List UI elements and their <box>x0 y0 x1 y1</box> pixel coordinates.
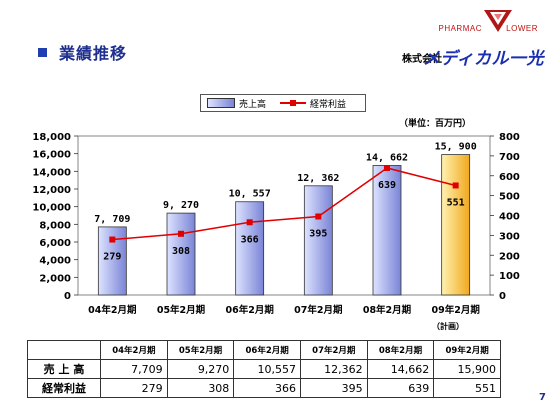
x-axis-tick-label: 06年2月期 <box>225 304 273 316</box>
bar-series: 7, 709 9, 270 10, 557 12, 362 14, 662 15, 900 <box>94 142 477 296</box>
right-axis-tick-label: 700 <box>499 152 520 163</box>
legend-label-profit: 経常利益 <box>310 99 347 110</box>
title-block: 業績推移 <box>38 40 127 64</box>
profit-point-label: 639 <box>378 180 396 191</box>
table-cell: 14,662 <box>366 359 435 379</box>
sales-bar-label: 12, 362 <box>297 173 339 184</box>
profit-point-label: 395 <box>309 228 327 239</box>
table-cell: 12,362 <box>299 359 368 379</box>
left-axis-tick-label: 14,000 <box>32 167 71 178</box>
right-axis-tick-label: 200 <box>499 251 520 262</box>
sales-bar <box>166 212 196 296</box>
table-cell: 279 <box>100 378 168 398</box>
left-axis-tick-label: 12,000 <box>32 185 71 196</box>
table-cell: 639 <box>366 378 435 398</box>
profit-point-label: 279 <box>103 252 121 263</box>
table-cell: 395 <box>299 378 368 398</box>
profit-point-label: 366 <box>241 234 259 245</box>
left-axis-tick-label: 2,000 <box>39 273 71 284</box>
table-cell: 308 <box>166 378 235 398</box>
legend-item-sales: 売上高 <box>207 97 266 110</box>
left-axis-tick-label: 4,000 <box>39 256 71 267</box>
logo-text-lower: LOWER <box>506 24 538 33</box>
left-axis-tick-label: 6,000 <box>39 238 71 249</box>
profit-point-label: 308 <box>172 246 190 257</box>
left-axis-tick-label: 18,000 <box>32 132 71 143</box>
sales-bar-label: 15, 900 <box>435 142 477 153</box>
summary-table: 04年2月期 05年2月期 06年2月期 07年2月期 08年2月期 09年2月… <box>27 340 501 398</box>
table-header-cell: 04年2月期 <box>100 340 168 360</box>
x-axis-tick-label: 05年2月期 <box>157 304 205 316</box>
x-axis-tick-label: 08年2月期 <box>363 304 411 316</box>
table-cell: 9,270 <box>166 359 235 379</box>
right-axis-tick-label: 300 <box>499 231 520 242</box>
page-title: 業績推移 <box>59 44 128 63</box>
left-axis-tick-label: 10,000 <box>32 203 71 214</box>
right-axis-tick-label: 0 <box>499 291 506 302</box>
right-axis-tick-label: 800 <box>499 132 520 143</box>
table-corner-cell <box>27 340 101 360</box>
table-row-profit: 経常利益 279 308 366 395 639 551 <box>27 378 501 398</box>
profit-point-label: 551 <box>447 197 465 208</box>
sales-bar <box>372 165 402 296</box>
right-axis: 0 100 200 300 400 500 600 700 800 <box>490 132 520 302</box>
left-axis-tick-label: 0 <box>64 291 71 302</box>
x-axis-tick-label: 07年2月期 <box>294 304 342 316</box>
plan-note: （計画） <box>432 322 464 331</box>
page-number: 7 <box>539 392 546 403</box>
table-row-sales: 売 上 高 7,709 9,270 10,557 12,362 14,662 1… <box>27 359 501 379</box>
company-name: メディカル一光 <box>422 49 544 69</box>
sales-bar <box>441 154 471 296</box>
sales-bar <box>235 201 265 296</box>
right-axis-tick-label: 100 <box>499 271 520 282</box>
table-header-cell: 09年2月期 <box>433 340 501 360</box>
right-axis-tick-label: 500 <box>499 192 520 203</box>
table-cell: 366 <box>233 378 301 398</box>
table-cell: 7,709 <box>100 359 168 379</box>
table-cell: 15,900 <box>433 359 501 379</box>
table-cell: 551 <box>433 378 501 398</box>
sales-bar-label: 7, 709 <box>94 214 130 225</box>
table-row-label: 売 上 高 <box>27 359 101 379</box>
x-axis-labels: 04年2月期 05年2月期 06年2月期 07年2月期 08年2月期 09年2月期 <box>88 304 480 316</box>
legend-bar-swatch <box>207 98 235 108</box>
table-header-row: 04年2月期 05年2月期 06年2月期 07年2月期 08年2月期 09年2月… <box>27 340 501 360</box>
right-axis-tick-label: 400 <box>499 212 520 223</box>
profit-line <box>112 167 456 241</box>
left-axis-tick-label: 16,000 <box>32 150 71 161</box>
legend-line-swatch <box>280 99 307 107</box>
legend-label-sales: 売上高 <box>239 99 267 110</box>
left-axis-tick-label: 8,000 <box>39 220 71 231</box>
line-series: 279 308 366 395 639 551 <box>103 164 465 263</box>
table-header-cell: 06年2月期 <box>233 340 301 360</box>
profit-point <box>246 219 253 226</box>
profit-point <box>178 230 184 237</box>
sales-profit-chart: 0 2,000 4,000 6,000 8,000 10,000 12,000 14,000 1… <box>32 132 520 316</box>
sales-bar-label: 10, 557 <box>229 189 271 200</box>
profit-point <box>315 213 322 220</box>
logo-text-pharmac: PHARMAC <box>438 24 482 33</box>
company-logo <box>484 10 512 32</box>
table-row-label: 経常利益 <box>27 378 101 398</box>
right-axis-tick-label: 600 <box>499 172 520 183</box>
profit-point <box>109 236 116 243</box>
unit-label: （単位：百万円） <box>399 119 472 129</box>
sales-bar-label: 14, 662 <box>366 152 408 163</box>
profit-point <box>384 164 390 171</box>
table-header-cell: 05年2月期 <box>166 340 235 360</box>
table-header-cell: 07年2月期 <box>299 340 368 360</box>
left-axis: 0 2,000 4,000 6,000 8,000 10,000 12,000 14,000 1… <box>32 132 78 302</box>
x-axis-tick-label: 09年2月期 <box>431 304 479 316</box>
sales-bar-label: 9, 270 <box>163 200 199 211</box>
chart-legend: 売上高 経常利益 <box>200 94 366 112</box>
company-prefix: 株式会社 <box>402 54 442 65</box>
table-header-cell: 08年2月期 <box>366 340 435 360</box>
x-axis-tick-label: 04年2月期 <box>88 304 136 316</box>
sales-bar <box>303 185 333 296</box>
plot-area <box>77 135 491 296</box>
profit-point <box>452 182 459 189</box>
table-cell: 10,557 <box>233 359 301 379</box>
title-bullet-icon <box>38 47 47 57</box>
legend-item-profit: 経常利益 <box>280 97 346 110</box>
